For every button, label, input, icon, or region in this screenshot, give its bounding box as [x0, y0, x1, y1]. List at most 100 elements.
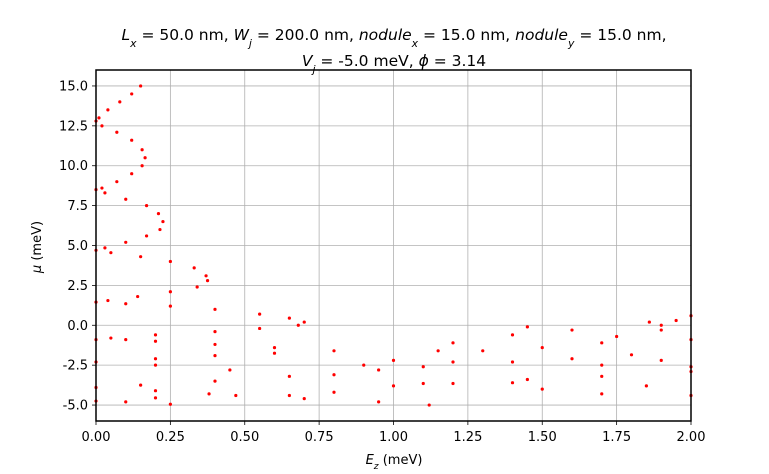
data-point	[156, 211, 161, 216]
data-point	[421, 381, 425, 386]
data-point	[674, 318, 678, 323]
x-tick-label: 0.25	[156, 430, 185, 445]
y-tick-label: 12.5	[59, 119, 88, 134]
data-point	[144, 204, 149, 208]
data-point	[659, 328, 663, 332]
text-segment: nodule	[515, 26, 568, 44]
data-point	[510, 360, 515, 364]
data-point	[153, 363, 158, 367]
data-point	[525, 325, 529, 329]
data-point	[451, 360, 455, 364]
data-point	[510, 381, 515, 385]
data-point	[100, 124, 104, 128]
data-point	[258, 326, 262, 331]
text-segment: E	[366, 453, 375, 468]
data-point	[302, 320, 306, 324]
y-axis-label: μ (meV)	[30, 221, 45, 274]
data-point	[153, 396, 158, 400]
y-tick-label: -5.0	[63, 399, 88, 414]
data-point	[600, 392, 604, 396]
text-segment: V	[302, 52, 314, 70]
data-point	[205, 279, 210, 283]
data-point	[158, 227, 162, 232]
data-point	[139, 255, 143, 259]
data-point	[659, 323, 663, 327]
x-tick-label: 1.25	[453, 430, 482, 445]
x-axis-ticks: 0.00 0.25 0.50 0.75 1.00 1.25 1.50 1.75 2.00	[82, 421, 705, 445]
data-point	[540, 387, 544, 391]
data-point	[103, 191, 107, 195]
y-axis-ticks: -5.0 -2.5 0.0 2.5 5.0 7.5 10.0 12.5 15.0	[59, 79, 96, 414]
text-segment: = 15.0 nm,	[574, 26, 666, 44]
data-point	[124, 302, 128, 306]
data-point	[296, 323, 300, 327]
data-point	[161, 219, 165, 224]
data-point	[192, 266, 196, 270]
data-point	[100, 186, 104, 190]
data-point	[153, 389, 158, 393]
data-point	[195, 285, 199, 289]
data-point	[103, 246, 107, 250]
data-point	[234, 393, 238, 398]
data-point	[124, 400, 128, 404]
data-point	[391, 358, 396, 362]
data-point	[481, 349, 485, 353]
data-point	[570, 328, 574, 332]
data-point	[168, 259, 172, 264]
text-segment: = 3.14	[429, 52, 486, 70]
data-point	[510, 333, 515, 337]
text-segment: nodule	[359, 26, 412, 44]
x-tick-label: 0.50	[230, 430, 259, 445]
data-point	[168, 402, 172, 406]
data-point	[600, 341, 604, 345]
x-tick-label: 1.00	[379, 430, 408, 445]
data-point	[136, 294, 140, 299]
data-point	[213, 307, 217, 311]
data-point	[106, 298, 110, 303]
data-point	[109, 251, 113, 255]
data-point	[109, 336, 113, 340]
text-segment: W	[234, 26, 250, 44]
chart-title-line-1: Lx = 50.0 nm, Wj = 200.0 nm, nodulex = 1…	[121, 26, 666, 50]
y-tick-label: 10.0	[59, 159, 88, 174]
data-point	[427, 403, 431, 407]
data-point	[139, 84, 143, 88]
data-point	[615, 334, 619, 339]
data-point	[228, 368, 232, 372]
y-tick-label: 15.0	[59, 79, 88, 94]
data-point	[272, 346, 277, 350]
data-point	[436, 349, 440, 353]
data-point	[213, 342, 217, 347]
text-segment: j	[247, 37, 252, 50]
data-point	[204, 274, 208, 278]
text-segment: z	[373, 462, 379, 472]
text-segment: ϕ	[419, 52, 429, 70]
text-segment: y	[567, 37, 575, 50]
data-point	[153, 333, 158, 337]
data-point	[540, 346, 544, 350]
data-point	[644, 384, 648, 388]
data-point	[144, 234, 149, 238]
text-segment: x	[129, 37, 137, 50]
text-segment: = 200.0 nm,	[252, 26, 359, 44]
data-point	[213, 379, 217, 383]
y-tick-label: 2.5	[67, 279, 88, 294]
x-tick-label: 0.00	[82, 430, 111, 445]
data-point	[143, 156, 147, 160]
data-point	[106, 108, 110, 112]
data-point	[570, 357, 574, 361]
data-point	[332, 373, 336, 377]
x-axis-label: Ez (meV)	[366, 453, 423, 472]
data-point	[421, 365, 425, 369]
data-point	[124, 197, 128, 201]
data-point	[207, 392, 211, 396]
y-tick-label: 7.5	[67, 199, 88, 214]
y-tick-label: -2.5	[63, 359, 88, 374]
data-point	[362, 363, 366, 367]
x-tick-label: 0.75	[305, 430, 334, 445]
text-segment: = -5.0 meV,	[315, 52, 418, 70]
data-point	[600, 363, 604, 367]
data-point	[600, 374, 604, 378]
data-point	[130, 138, 134, 142]
